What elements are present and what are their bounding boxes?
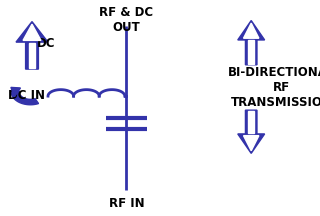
Polygon shape [29,43,35,68]
Text: BI-DIRECTIONAL
RF
TRANSMISSION: BI-DIRECTIONAL RF TRANSMISSION [228,66,320,109]
Polygon shape [244,23,259,38]
Polygon shape [244,136,259,151]
Text: RF & DC
OUT: RF & DC OUT [99,6,154,35]
Polygon shape [11,87,20,97]
Polygon shape [238,21,265,65]
Text: DC IN: DC IN [8,89,45,102]
Polygon shape [248,40,254,64]
Text: RF IN: RF IN [108,197,144,210]
Polygon shape [248,111,254,133]
Polygon shape [23,24,41,40]
Polygon shape [238,110,265,153]
Text: DC: DC [37,37,56,50]
Polygon shape [16,22,48,69]
Polygon shape [11,91,38,105]
